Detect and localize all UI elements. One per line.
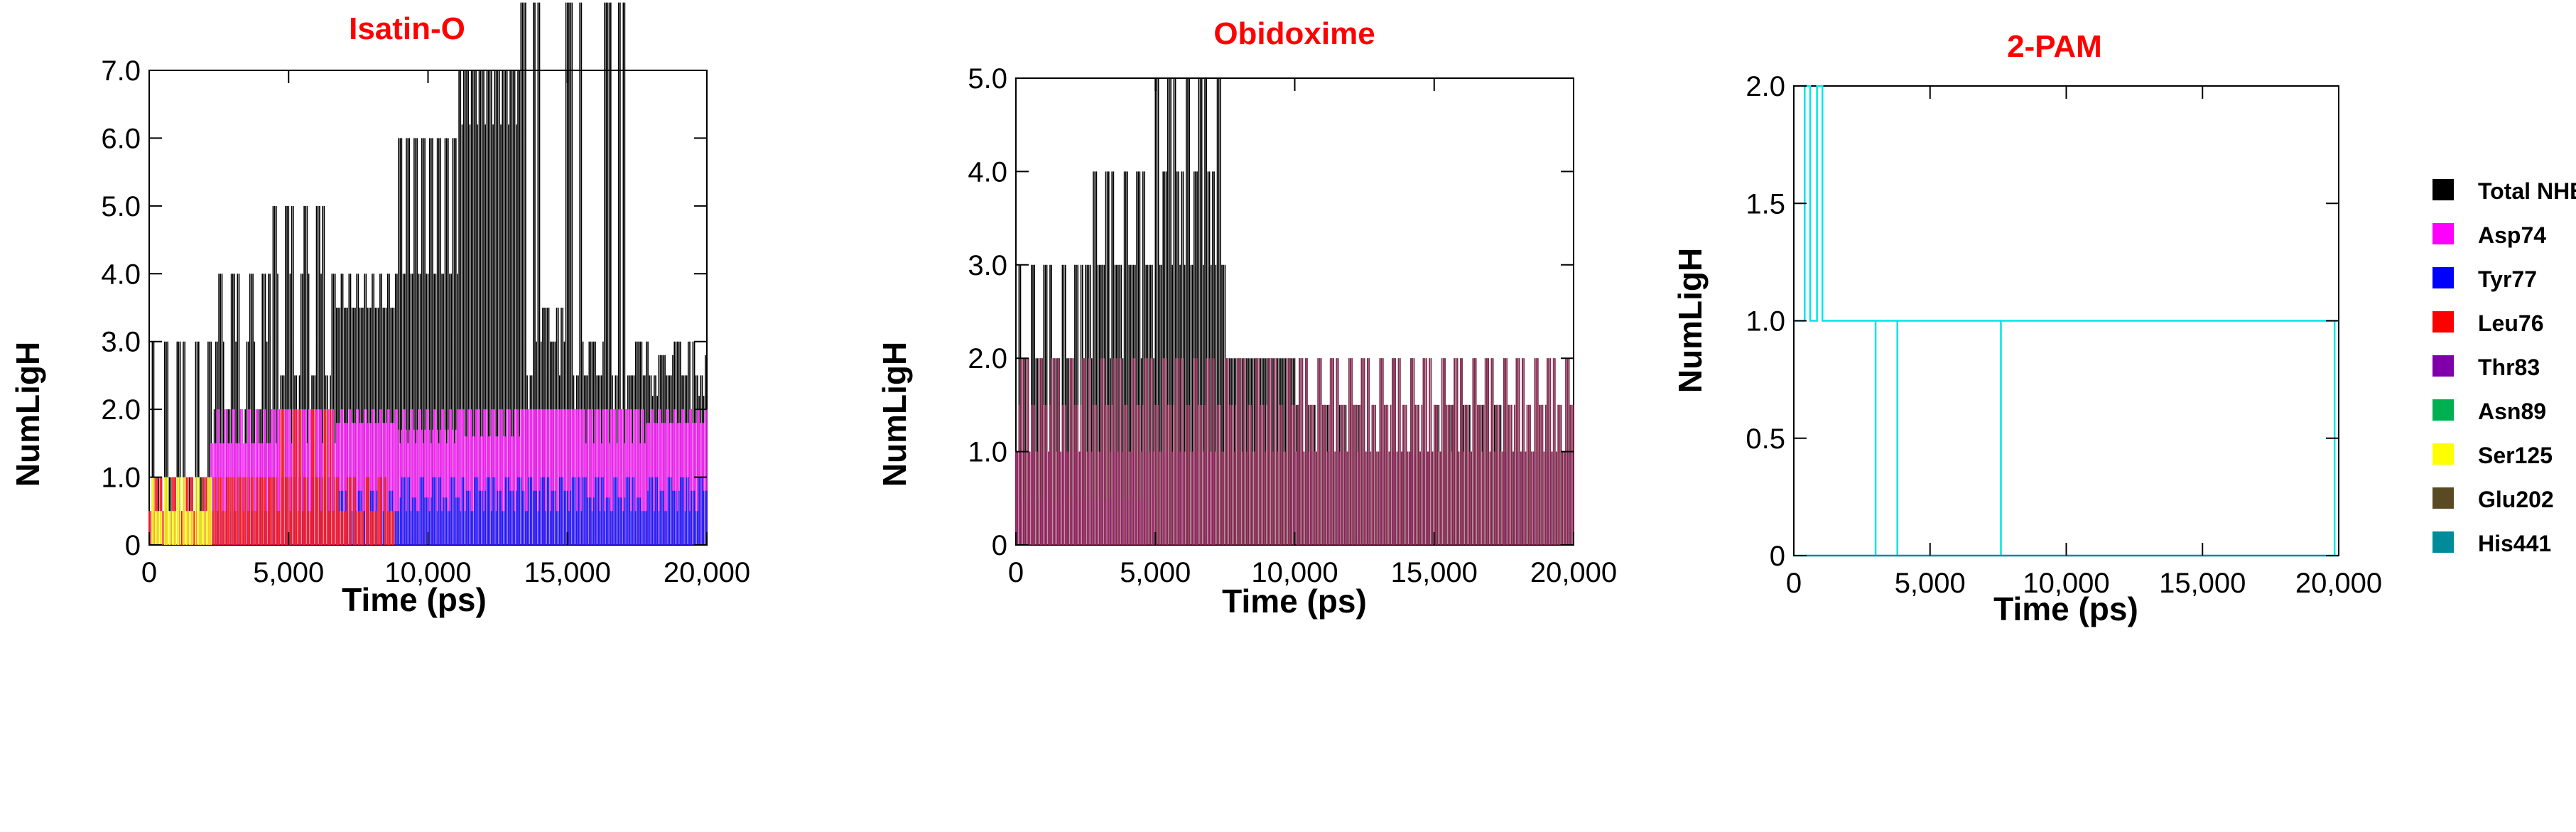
legend: Total NHB Asp74 Tyr77 Leu76 Thr83 Asn89 Ser125… [2432,178,2576,556]
axis-ticks: 0 5,000 10,000 15,000 20,000 0 1.0 2.0 3.0 4.0 5.0 [968,63,1617,588]
chart-title: Isatin-O [349,11,465,46]
legend-swatch [2432,399,2454,421]
y-tick-label: 1.0 [1746,306,1785,337]
y-axis-label: NumLigH [9,342,46,487]
x-tick-label: 5,000 [253,557,324,588]
legend-label: Asn89 [2478,399,2546,424]
x-tick-label: 20,000 [664,557,750,588]
legend-label: Asp74 [2478,222,2546,248]
legend-swatch [2432,179,2454,200]
axis-ticks: 0 5,000 10,000 15,000 20,000 0 1.0 2.0 3.0 4.0 5.0… [101,55,750,588]
y-axis-label: NumLigH [876,342,913,487]
y-axis-label: NumLigH [1672,248,1709,393]
y-tick-label: 5.0 [968,63,1007,94]
x-tick-label: 0 [141,557,157,588]
y-tick-label: 2.0 [968,343,1007,374]
x-tick-label: 10,000 [384,557,471,588]
chart-title: 2-PAM [2007,29,2102,64]
x-tick-label: 5,000 [1895,568,1966,599]
y-tick-label: 3.0 [101,327,141,358]
y-tick-label: 2.0 [101,394,141,426]
y-tick-label: 0 [125,530,141,561]
legend-label: Leu76 [2478,310,2543,336]
y-tick-label: 1.5 [1746,188,1785,220]
legend-swatch [2432,355,2454,377]
axis-ticks: 0 5,000 10,000 15,000 20,000 0 0.5 1.0 1.5 2.0 [1746,71,2382,599]
y-tick-label: 7.0 [101,55,141,87]
plot-area [1015,78,1574,545]
y-tick-label: 0 [1770,541,1785,572]
y-tick-label: 0 [992,530,1007,561]
chart-2-pam: 2-PAM 0 5,000 10,000 15,000 20,000 0 0.5 1.0 1.5… [1672,29,2382,627]
legend-label: His441 [2478,531,2551,556]
y-tick-label: 1.0 [101,463,141,494]
x-tick-label: 5,000 [1120,557,1191,588]
y-tick-label: 2.0 [1746,71,1785,102]
y-tick-label: 4.0 [968,156,1007,188]
x-tick-label: 20,000 [2295,568,2382,599]
x-tick-label: 15,000 [524,557,611,588]
legend-label: Glu202 [2478,487,2554,512]
x-tick-label: 0 [1786,568,1802,599]
legend-swatch [2432,223,2454,244]
chart-title: Obidoxime [1213,16,1375,51]
legend-swatch [2432,267,2454,288]
series-leu76 [148,409,395,545]
x-tick-label: 10,000 [1251,557,1338,588]
x-tick-label: 15,000 [2159,568,2246,599]
legend-label: Total NHB [2478,178,2576,204]
series-ser125 [151,477,212,545]
legend-label: Tyr77 [2478,266,2537,292]
x-tick-label: 0 [1008,557,1024,588]
legend-swatch [2432,531,2454,553]
y-tick-label: 4.0 [101,259,141,290]
y-tick-label: 1.0 [968,437,1007,468]
x-axis-label: Time (ps) [342,581,487,618]
x-tick-label: 15,000 [1391,557,1478,588]
legend-label: Thr83 [2478,355,2540,380]
x-tick-label: 10,000 [2023,568,2109,599]
legend-swatch [2432,311,2454,333]
x-axis-label: Time (ps) [1993,590,2138,627]
y-tick-label: 6.0 [101,123,141,154]
legend-swatch [2432,443,2454,465]
x-tick-label: 20,000 [1530,557,1617,588]
plot-area [148,2,708,545]
legend-swatch [2432,487,2454,509]
y-tick-label: 3.0 [968,250,1007,281]
y-tick-label: 0.5 [1746,423,1785,455]
chart-isatin-o: Isatin-O 0 5,000 10,000 15,000 20,000 0 1.0 2.0… [9,2,750,618]
series-glu202 [1015,358,1574,545]
legend-label: Ser125 [2478,443,2553,468]
x-axis-label: Time (ps) [1222,583,1367,620]
chart-obidoxime: Obidoxime 0 5,000 10,000 15,000 20,000 0 1.0 2.… [876,16,1617,620]
y-tick-label: 5.0 [101,191,141,222]
